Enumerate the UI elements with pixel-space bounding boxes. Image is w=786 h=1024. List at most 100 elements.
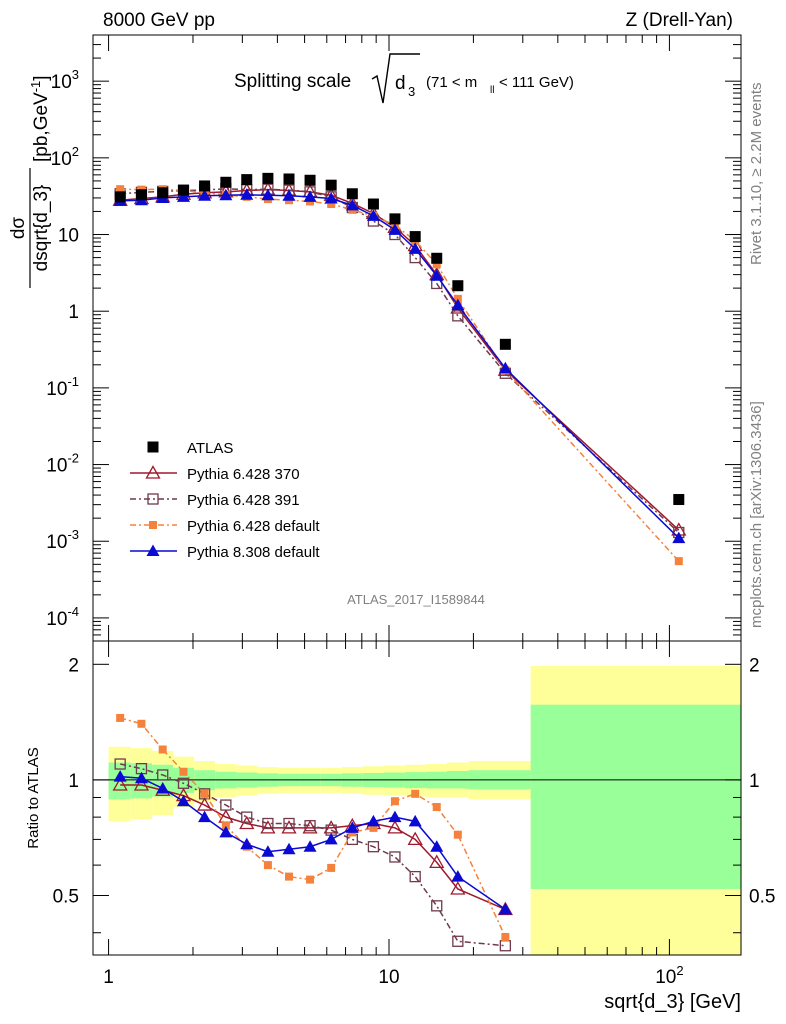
plot-title-subscript: 3	[408, 84, 415, 99]
ratio-point	[133, 777, 150, 791]
legend-marker	[147, 493, 159, 505]
ratio-point	[389, 851, 401, 863]
rivet-label: Rivet 3.1.10, ≥ 2.2M events	[748, 83, 765, 266]
ratio-point	[221, 821, 230, 830]
data-point	[241, 174, 253, 186]
ratio-plot-frame	[92, 640, 742, 956]
ratio-point	[285, 872, 294, 881]
ratio-point	[450, 881, 466, 895]
y-tick-label: 10	[58, 226, 79, 247]
data-point	[325, 179, 337, 191]
y-tick-label: 1	[68, 302, 79, 323]
series-point	[261, 188, 275, 201]
legend-marker	[145, 465, 161, 479]
ratio-point	[452, 935, 464, 947]
ratio-y-tick-label: 2	[68, 655, 79, 676]
data-point	[431, 252, 443, 264]
series-point	[388, 223, 402, 235]
ratio-point	[324, 832, 338, 845]
mcplots-label: mcplots.cern.ch [arXiv:1306.3436]	[748, 401, 765, 628]
ratio-point	[219, 825, 233, 838]
ratio-ylabel: Ratio to ATLAS	[25, 747, 42, 848]
x-tick-label: 10	[378, 967, 399, 988]
x-axis-label: sqrt{d_3} [GeV]	[604, 991, 741, 1013]
series-point	[674, 557, 683, 566]
data-point	[114, 191, 126, 203]
ylabel-numerator: dσ	[8, 217, 29, 240]
ratio-point	[282, 842, 296, 855]
series-point	[240, 188, 254, 200]
ratio-series-pythia-6-428-391	[114, 758, 512, 952]
data-point	[262, 172, 274, 184]
ratio-point	[431, 900, 443, 912]
legend-item: Pythia 6.428 default	[130, 518, 320, 535]
analysis-id: ATLAS_2017_I1589844	[347, 592, 485, 607]
data-point	[220, 176, 232, 188]
ratio-point	[176, 794, 190, 807]
series-point	[498, 361, 512, 374]
data-point	[199, 180, 211, 192]
ratio-point	[134, 771, 148, 784]
series-atlas	[114, 172, 685, 506]
series-point	[672, 531, 686, 544]
ratio-point	[453, 830, 462, 839]
y-tick-label: 102	[51, 144, 79, 170]
ratio-point	[260, 820, 276, 834]
ratio-point	[501, 932, 510, 941]
series-point	[430, 269, 444, 281]
data-point	[389, 213, 401, 225]
data-point	[673, 494, 685, 506]
ylabel-unit: [pb,GeV-1]	[28, 75, 52, 162]
ratio-point	[408, 814, 422, 827]
series-line	[120, 194, 680, 539]
series-point	[282, 189, 296, 201]
x-tick-label: 1	[103, 967, 114, 988]
series-point	[366, 209, 380, 221]
ratio-point	[409, 870, 421, 883]
ratio-series-pythia-8-308-default	[113, 770, 512, 915]
ratio-point	[113, 770, 127, 782]
legend-marker	[146, 544, 160, 556]
legend: ATLAS Pythia 6.428 370 Pythia 6.428 391 Pyt…	[130, 440, 320, 561]
axis-ticks: 1 10 102 10-4 10-3 10-2 10-1 1 10 102 103 0.5 0.5 1 1 2…	[46, 34, 775, 988]
ratio-point	[430, 840, 444, 852]
legend-marker	[147, 441, 159, 453]
plot-title-range-sub: ll	[490, 85, 494, 96]
y-axis-label: dσ dsqrt{d_3} [pb,GeV-1]	[8, 75, 52, 288]
ratio-point	[323, 820, 339, 834]
ratio-point	[137, 719, 146, 728]
ratio-point	[196, 797, 213, 811]
legend-label: Pythia 6.428 370	[187, 466, 300, 483]
ratio-point	[432, 803, 441, 812]
ratio-point	[240, 837, 254, 850]
ratio-band-green	[530, 704, 741, 889]
legend-label: Pythia 6.428 default	[187, 518, 320, 535]
series-point	[303, 190, 317, 202]
ratio-point	[387, 820, 403, 834]
series-layer	[112, 172, 687, 952]
ratio-point	[411, 789, 420, 798]
y-tick-label: 10-3	[46, 527, 79, 553]
x-tick-label: 102	[655, 963, 683, 988]
ratio-point	[369, 823, 378, 832]
ratio-point	[303, 840, 317, 852]
y-tick-label: 10-1	[46, 374, 79, 400]
ratio-point	[327, 863, 336, 872]
ratio-point	[220, 799, 232, 811]
plot-title-range-close: < 111 GeV)	[499, 74, 574, 91]
ratio-point	[281, 820, 297, 834]
ratio-y-tick-label: 0.5	[53, 887, 79, 908]
legend-label: ATLAS	[187, 440, 233, 457]
ratio-point	[390, 797, 399, 806]
series-point	[451, 298, 465, 311]
ratio-point	[157, 769, 169, 781]
ratio-point	[366, 814, 380, 827]
plot-title-prefix: Splitting scale	[234, 71, 351, 92]
legend-item: Pythia 8.308 default	[130, 544, 320, 561]
legend-marker	[149, 521, 157, 529]
series-point	[345, 198, 359, 211]
plot-title-symbol: d	[395, 73, 406, 94]
series-point	[452, 310, 464, 322]
ratio-point	[241, 811, 253, 823]
